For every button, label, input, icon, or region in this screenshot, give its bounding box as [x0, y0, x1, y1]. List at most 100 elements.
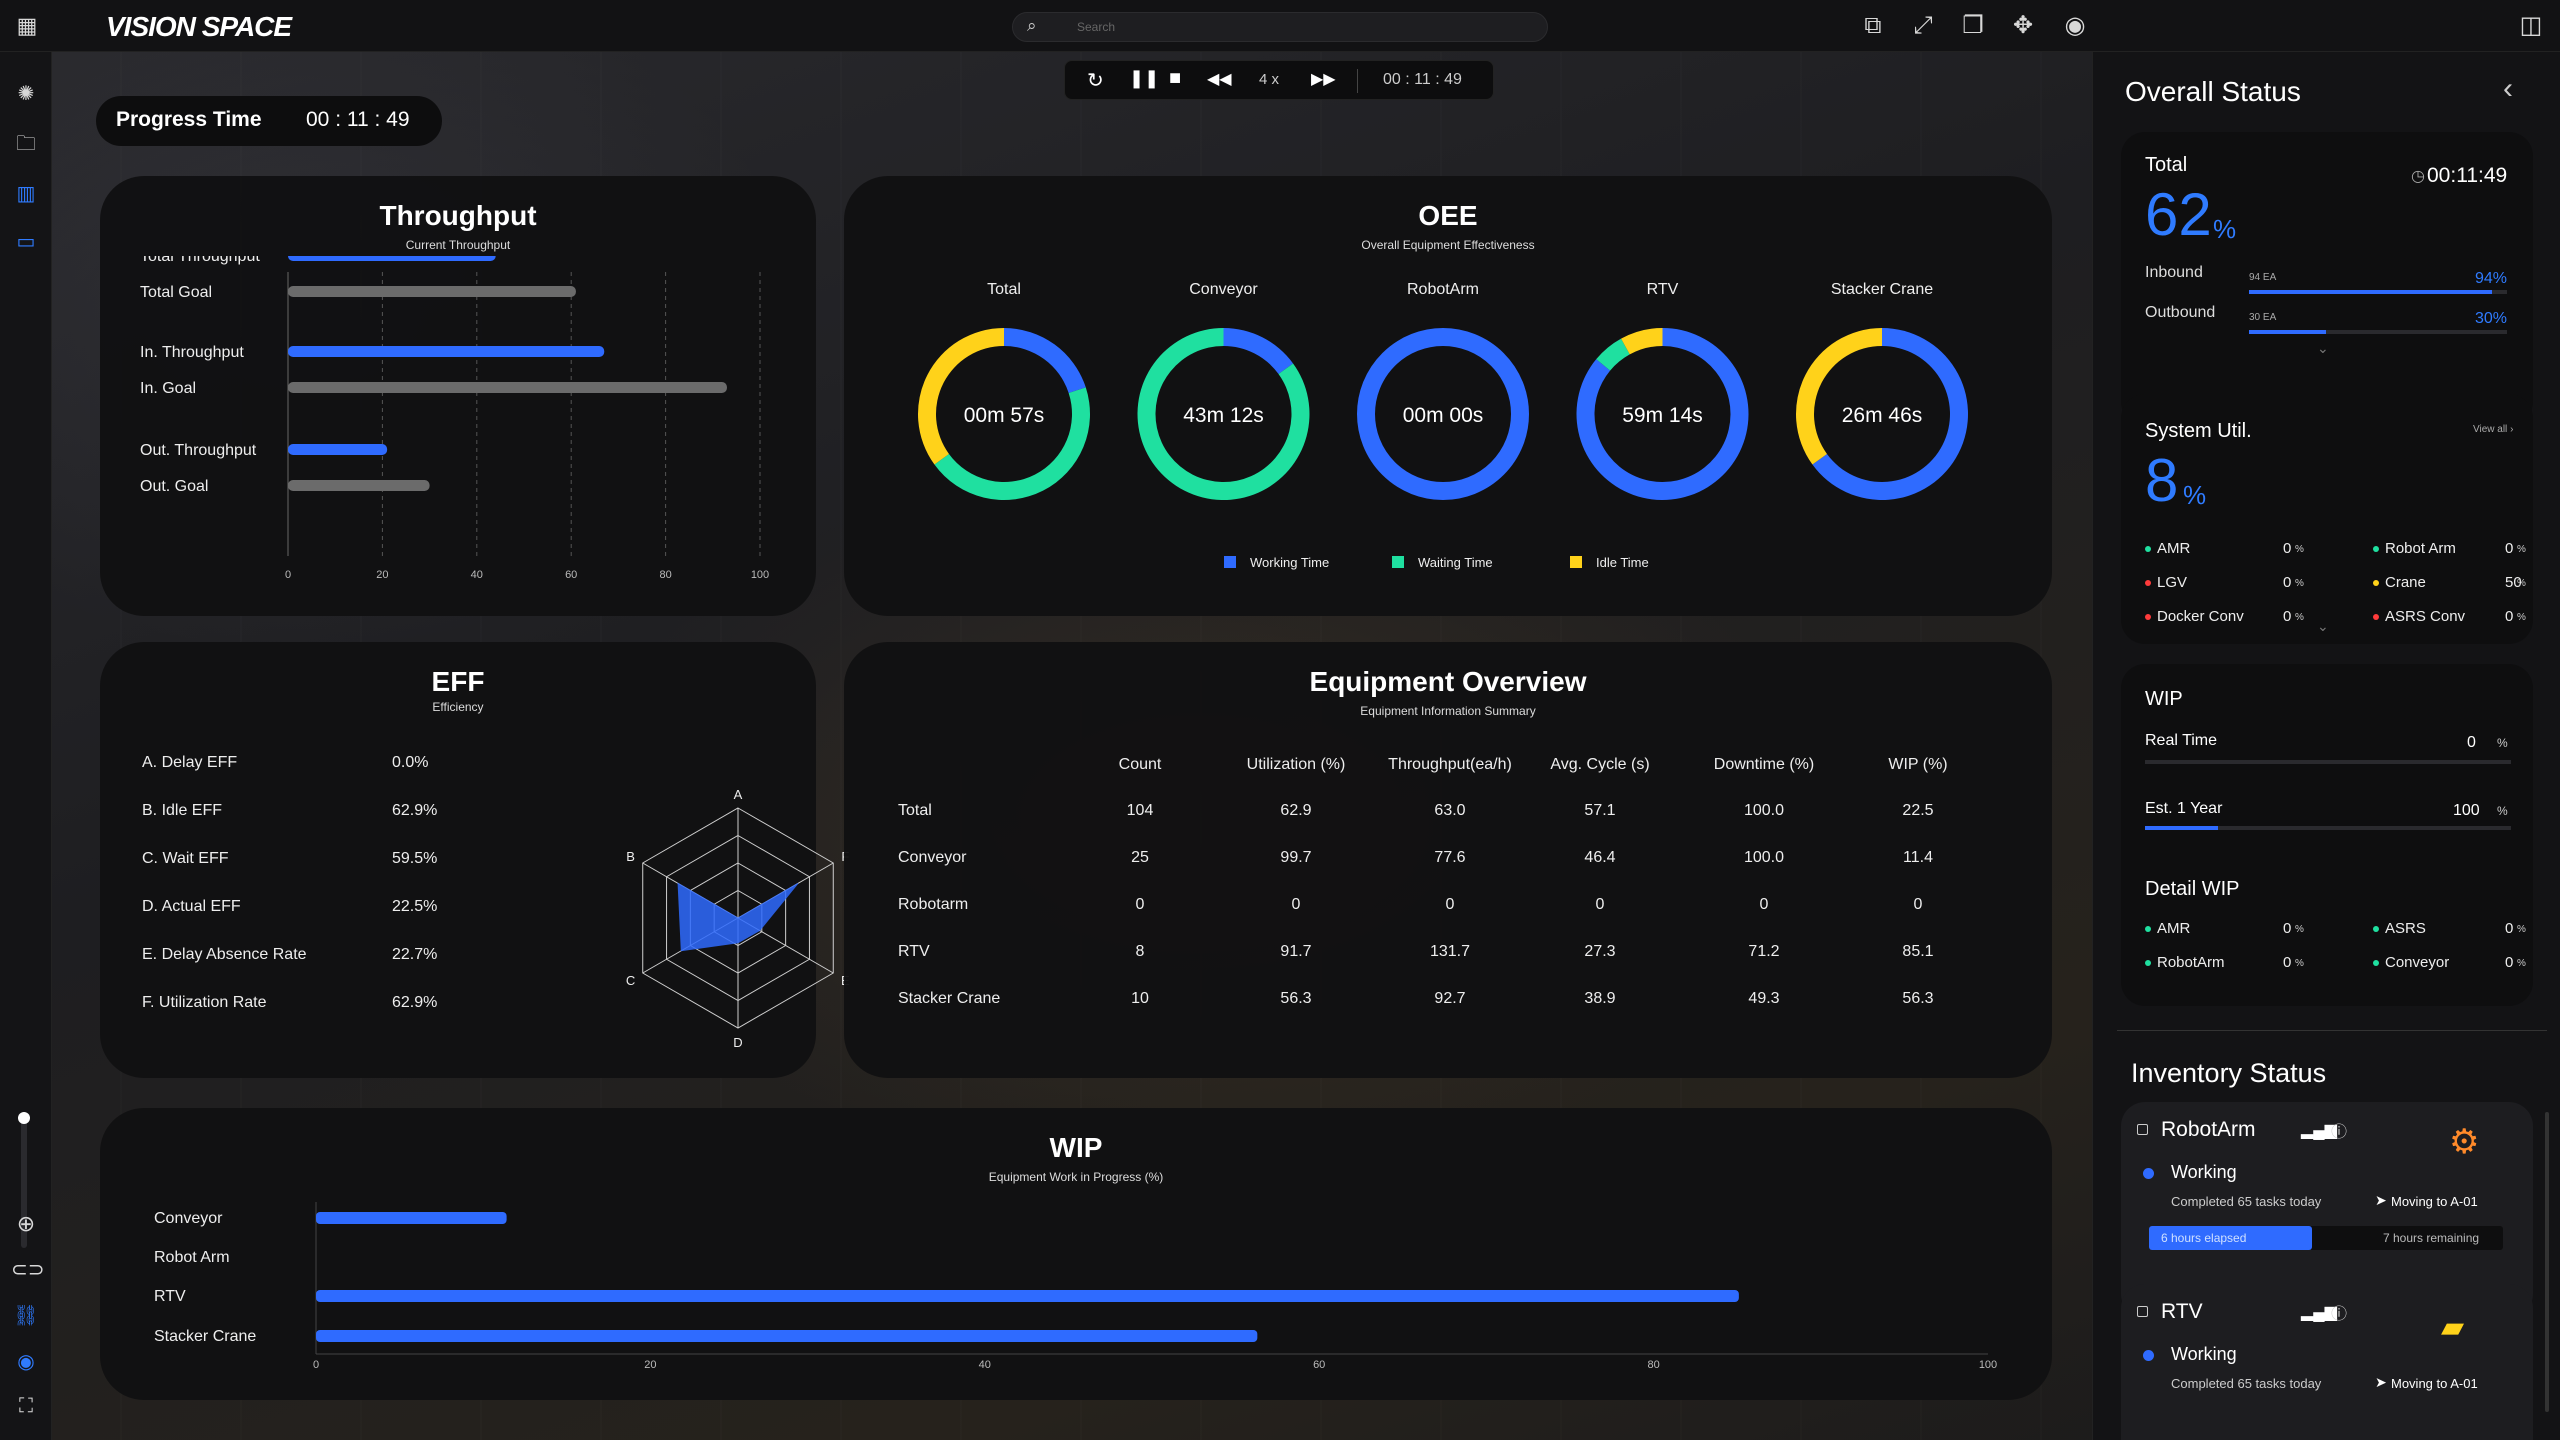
apps-grid-icon[interactable]: ▦	[16, 13, 38, 38]
eff-row-value: 62.9%	[392, 994, 438, 1011]
search-bar[interactable]: ⌕ Search	[1012, 12, 1548, 42]
zoom-slider-handle[interactable]	[18, 1112, 30, 1124]
stop-icon[interactable]: ■	[1169, 67, 1182, 89]
donut-center-value: 00m 00s	[1403, 404, 1484, 427]
fast-forward-icon[interactable]: ▶▶	[1311, 71, 1336, 88]
copy-icon[interactable]: ❐	[1962, 12, 1984, 39]
legend-swatch	[1224, 556, 1236, 568]
system-util-value: 0	[2283, 574, 2292, 591]
detail-wip-item: Conveyor	[2373, 954, 2449, 971]
search-icon: ⌕	[1027, 16, 1037, 35]
table-header: Utilization (%)	[1246, 756, 1346, 773]
link-icon[interactable]: ⛓	[13, 1305, 39, 1327]
time-progress-bar	[2149, 1226, 2312, 1250]
eff-row-label: F. Utilization Rate	[142, 994, 267, 1011]
status-dot	[2145, 580, 2151, 587]
network-icon[interactable]: ✺	[17, 83, 35, 105]
expand-chevron-icon[interactable]: ⌄	[2317, 618, 2329, 634]
right-panel: Overall Status ‹ Total ◷ 00:11:49 62 % I…	[2092, 52, 2560, 1440]
vr-icon[interactable]: ⊂⊃	[11, 1259, 45, 1281]
detail-wip-item: RobotArm	[2145, 954, 2225, 971]
inbound-percent: 94%	[2475, 270, 2508, 287]
map-icon[interactable]: ⛶	[19, 1395, 33, 1417]
table-cell: 71.2	[1748, 943, 1780, 960]
throughput-bar	[288, 480, 430, 491]
radar-axis-label: A	[734, 787, 743, 802]
detail-wip-label: Detail WIP	[2145, 878, 2240, 900]
replay-icon[interactable]: ↻	[1087, 70, 1104, 92]
pause-icon[interactable]: ❚❚	[1129, 68, 1160, 88]
table-cell: 63.0	[1434, 802, 1466, 819]
donut-label: Stacker Crane	[1831, 281, 1933, 298]
system-util-value: 0	[2283, 608, 2292, 625]
visibility-icon[interactable]: ◉	[17, 1351, 35, 1373]
wip-status-label: WIP	[2145, 688, 2183, 710]
eff-row-label: D. Actual EFF	[142, 898, 241, 915]
inbound-count-value: 94	[2249, 272, 2261, 283]
app-logo: VISION SPACE	[106, 11, 292, 42]
move-icon[interactable]: ✥	[2012, 12, 2034, 39]
table-cell: 46.4	[1584, 849, 1616, 866]
elapsed-label: 6 hours elapsed	[2161, 1231, 2247, 1245]
percent-unit: %	[2517, 578, 2526, 589]
year-unit: %	[2497, 804, 2508, 818]
total-time: 00:11:49	[2427, 164, 2508, 187]
playback-controls: ↻ ❚❚ ■ ◀◀ 4 x ▶▶ 00 : 11 : 49	[1064, 60, 1494, 100]
outbound-count-value: 30	[2249, 312, 2261, 323]
donut-segment	[1357, 328, 1529, 500]
wip-panel: WIP Equipment Work in Progress (%) 0 20 40…	[100, 1108, 2052, 1400]
inventory-card-rtv[interactable]: RTV ▂▄▆ ⓘ ▰ Working Completed 65 tasks t…	[2121, 1284, 2533, 1440]
panel-toggle-icon[interactable]: ◫	[2519, 12, 2543, 39]
select-checkbox[interactable]	[2137, 1306, 2148, 1317]
throughput-bar	[288, 256, 496, 261]
x-tick-label: 60	[565, 569, 577, 581]
total-label: Total	[2145, 154, 2188, 176]
chart-icon[interactable]: ▥	[16, 183, 36, 205]
calendar-icon[interactable]: ▭	[16, 231, 36, 253]
status-dot	[2145, 960, 2151, 967]
table-cell: 27.3	[1584, 943, 1616, 960]
legend-label: Idle Time	[1596, 555, 1649, 570]
info-icon[interactable]: ⓘ	[2331, 1306, 2348, 1323]
donut-center-value: 26m 46s	[1842, 404, 1923, 427]
detail-wip-value: 0	[2283, 920, 2292, 937]
view-all-link[interactable]: View all ›	[2473, 424, 2513, 435]
target-icon[interactable]: ⊕	[16, 1211, 36, 1236]
zoom-slider[interactable]	[18, 1112, 30, 1248]
wip-bar	[316, 1212, 507, 1224]
select-checkbox[interactable]	[2137, 1124, 2148, 1135]
expand-chevron-icon[interactable]: ⌄	[2317, 340, 2329, 356]
scrollbar[interactable]	[2545, 1112, 2549, 1412]
donut-label: Total	[987, 281, 1021, 298]
folder-icon[interactable]: 🗀	[16, 133, 36, 155]
table-row-label: Robotarm	[898, 896, 969, 913]
progress-time-pill: Progress Time 00 : 11 : 49	[96, 96, 442, 146]
system-util-value: 0	[2505, 608, 2514, 625]
table-header: Avg. Cycle (s)	[1550, 756, 1650, 773]
inventory-card-robotarm[interactable]: RobotArm ▂▄▆ ⓘ ⚙ Working Completed 65 ta…	[2121, 1102, 2533, 1318]
rewind-icon[interactable]: ◀◀	[1207, 71, 1232, 88]
view-all-label: View all	[2473, 424, 2508, 435]
eye-icon[interactable]: ◉	[2064, 12, 2086, 39]
status-dot	[2373, 546, 2379, 553]
playback-time: 00 : 11 : 49	[1383, 71, 1462, 88]
speed-label[interactable]: 4 x	[1259, 71, 1280, 88]
expand-icon[interactable]: ⤢	[1913, 12, 1933, 39]
eff-row-value: 22.7%	[392, 946, 438, 963]
donut-segment	[1004, 328, 1086, 393]
info-icon[interactable]: ⓘ	[2331, 1124, 2348, 1141]
detail-wip-value: 0	[2283, 954, 2292, 971]
outbound-bar	[2249, 330, 2327, 334]
search-input[interactable]: Search	[1077, 20, 1116, 34]
wip-subtitle: Equipment Work in Progress (%)	[988, 1170, 1164, 1184]
table-header: Throughput(ea/h)	[1388, 756, 1512, 773]
oee-chart: Total 00m 57s Conveyor 43m 12s RobotArm 00m 0…	[918, 281, 1968, 570]
status-dot	[2145, 926, 2151, 933]
system-util-item: AMR	[2145, 540, 2190, 557]
collapse-icon[interactable]: ‹	[2503, 72, 2513, 105]
system-util-item: Crane	[2373, 574, 2426, 591]
toolbox-icon[interactable]: ⧉	[1864, 12, 1882, 39]
donut-segment	[1596, 338, 1630, 371]
table-cell: 49.3	[1748, 990, 1780, 1007]
table-row-label: RTV	[898, 943, 930, 960]
